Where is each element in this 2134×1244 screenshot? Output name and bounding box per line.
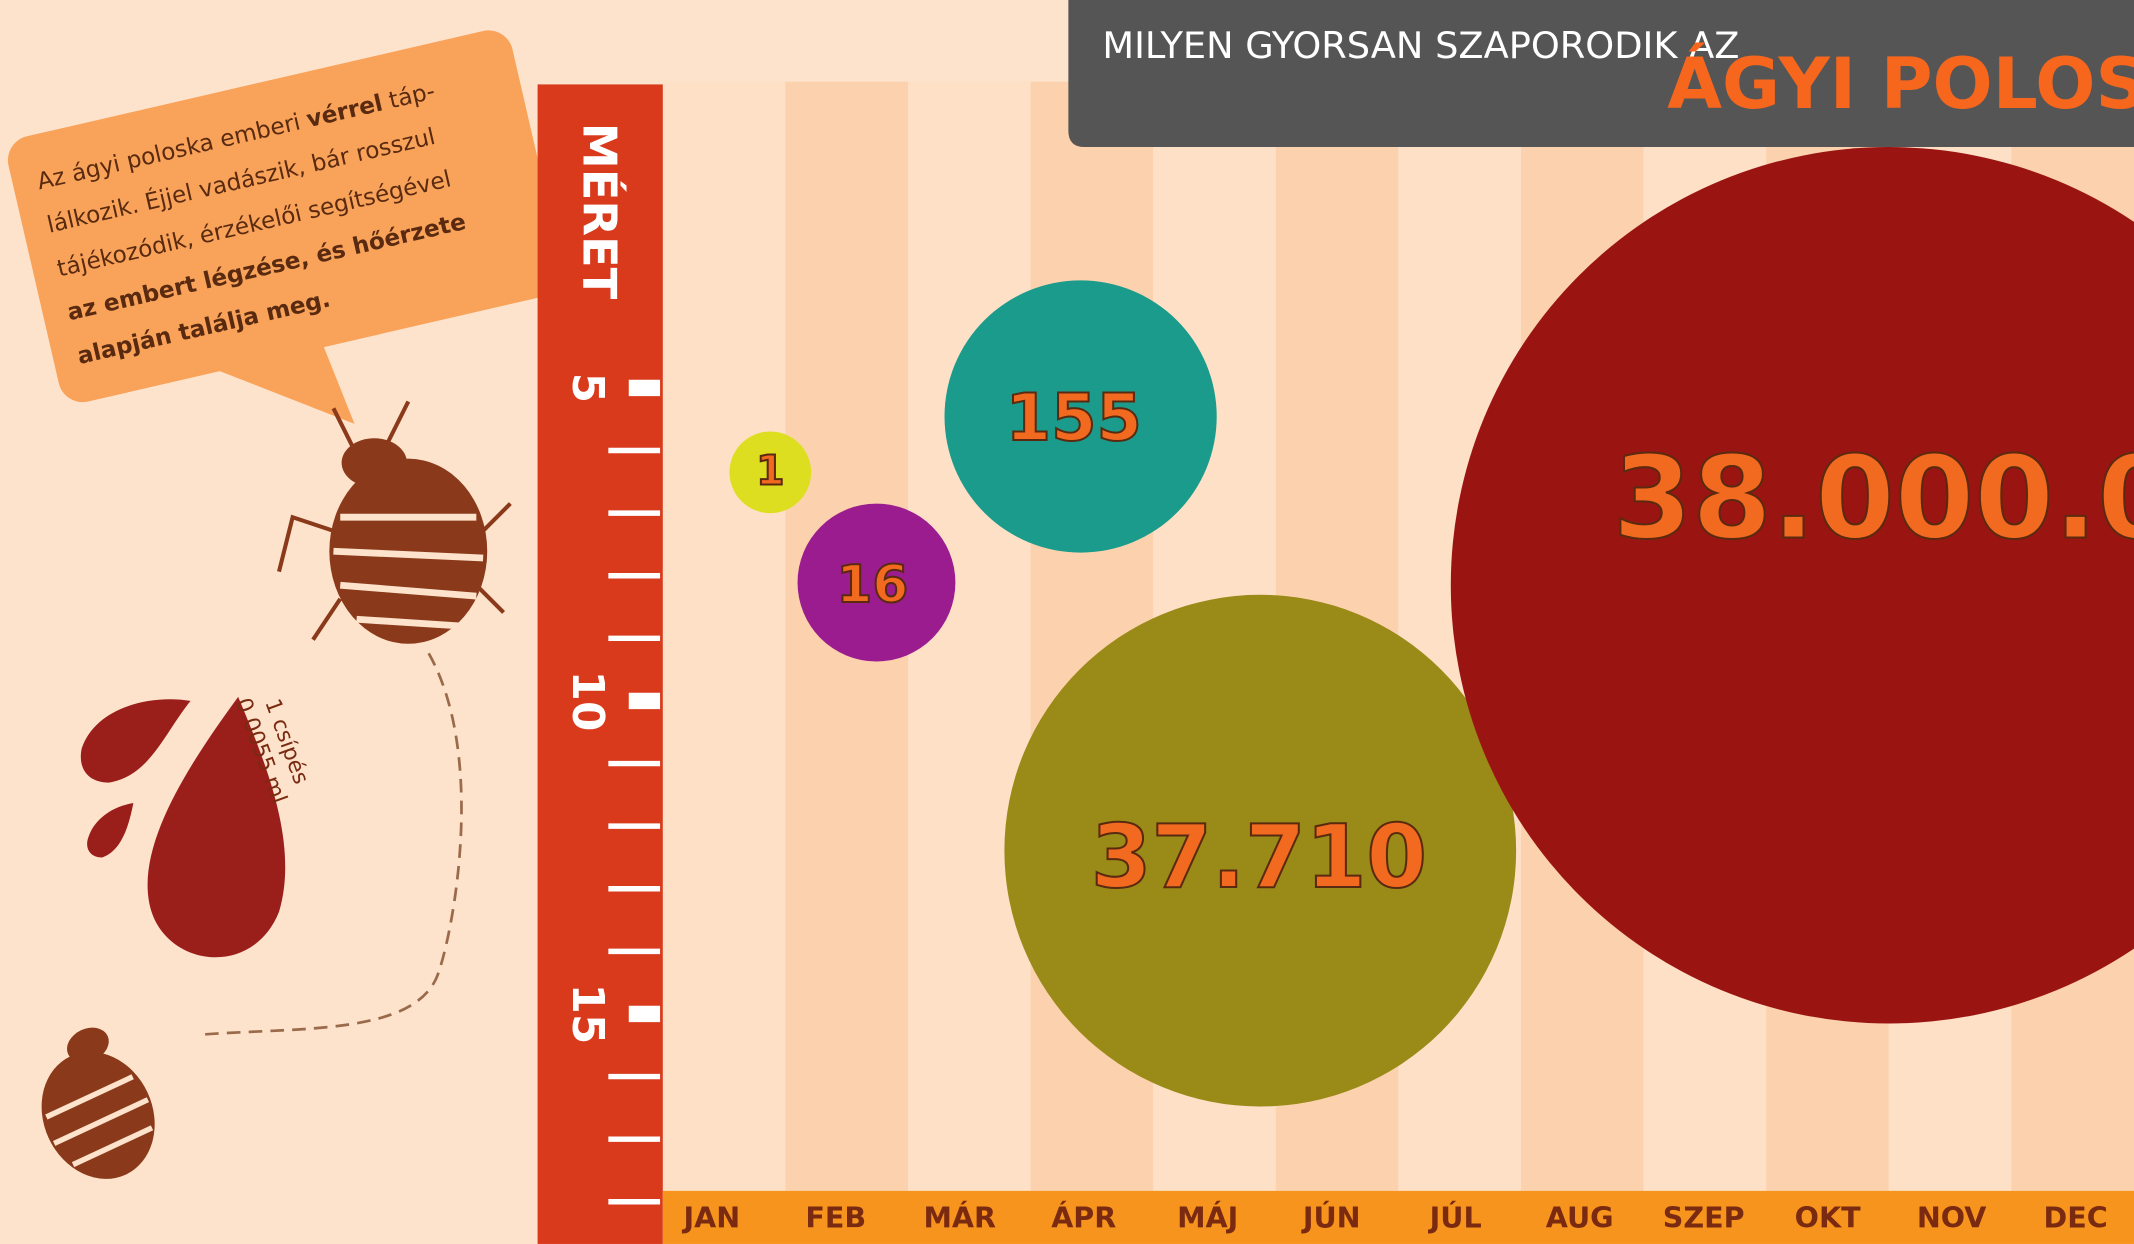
bubble-label: 155 bbox=[1006, 380, 1142, 456]
ruler-label: 15 bbox=[562, 984, 612, 1045]
bubble-label: 37.710 bbox=[1091, 806, 1427, 908]
ruler-title: MÉRET bbox=[573, 123, 627, 300]
bubble-label: 16 bbox=[836, 555, 908, 615]
page: {"header": {"lead": "MILYEN GYORSAN SZAP… bbox=[0, 0, 2134, 1244]
month-label: JÚN bbox=[1301, 1200, 1361, 1234]
infographic: Az ágyi poloska emberi vérrel táp- lálko… bbox=[0, 0, 2134, 1244]
month-label: OKT bbox=[1795, 1200, 1861, 1234]
ruler-label: 10 bbox=[562, 671, 612, 732]
month-label: JAN bbox=[681, 1200, 740, 1234]
month-bar bbox=[663, 1191, 2134, 1244]
ruler-label: 5 bbox=[562, 373, 612, 403]
month-label: NOV bbox=[1917, 1200, 1987, 1234]
month-label: JÚL bbox=[1428, 1200, 1482, 1234]
bubble-label: 38.000.000 bbox=[1613, 432, 2134, 565]
stripe bbox=[663, 82, 786, 1191]
bubble-label: 1 bbox=[756, 447, 784, 495]
header-lead: MILYEN GYORSAN SZAPORODIK AZ bbox=[1102, 24, 1739, 67]
month-label: ÁPR bbox=[1051, 1200, 1116, 1234]
month-label: FEB bbox=[805, 1200, 866, 1234]
month-label: MÁJ bbox=[1177, 1200, 1238, 1234]
header-highlight: ÁGYI POLOSKA? bbox=[1667, 42, 2134, 125]
month-label: AUG bbox=[1546, 1200, 1614, 1234]
month-label: SZEP bbox=[1663, 1200, 1745, 1234]
month-label: MÁR bbox=[923, 1200, 996, 1234]
month-label: DEC bbox=[2044, 1200, 2108, 1234]
